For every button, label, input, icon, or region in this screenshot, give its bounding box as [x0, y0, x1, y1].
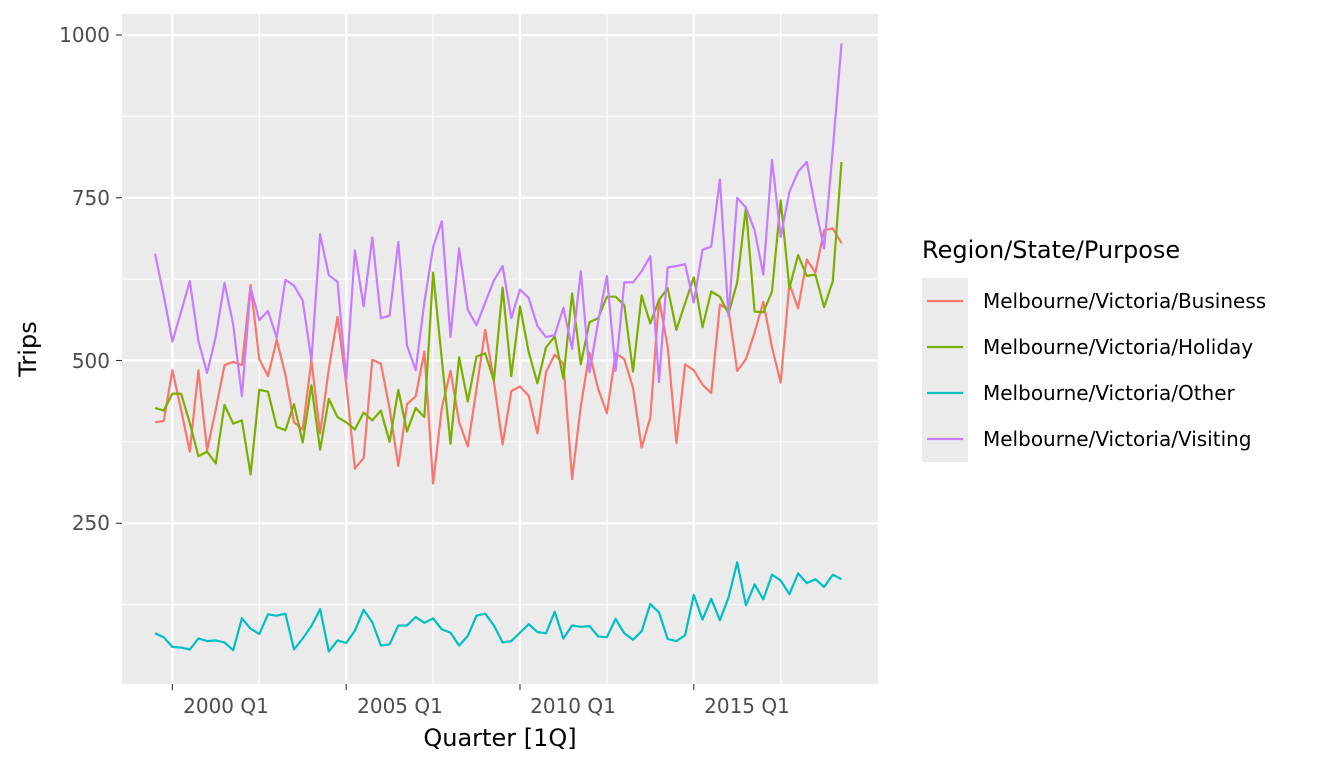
- y-tick-label: 500: [72, 349, 110, 373]
- legend-label-other: Melbourne/Victoria/Other: [983, 381, 1236, 405]
- major-grid: [122, 14, 878, 684]
- y-tick-label: 250: [72, 511, 110, 535]
- x-tick-label: 2000 Q1: [183, 694, 269, 718]
- plot-panel: [122, 14, 878, 684]
- legend-label-visiting: Melbourne/Victoria/Visiting: [983, 427, 1252, 451]
- y-tick-label: 1000: [59, 23, 110, 47]
- y-tick-label: 750: [72, 186, 110, 210]
- legend-label-business: Melbourne/Victoria/Business: [983, 289, 1266, 313]
- legend: Region/State/Purpose Melbourne/Victoria/…: [922, 236, 1266, 462]
- legend-key-background: [922, 278, 968, 462]
- series-line-visiting: [153, 43, 843, 398]
- x-axis-title: Quarter [1Q]: [423, 724, 576, 752]
- legend-label-holiday: Melbourne/Victoria/Holiday: [983, 335, 1253, 359]
- axis-layer: 250 500 750 1000 2000 Q1 2005 Q1 2010 Q1…: [14, 23, 790, 752]
- x-tick-label: 2010 Q1: [530, 694, 616, 718]
- legend-title: Region/State/Purpose: [922, 236, 1180, 264]
- series-layer: [153, 43, 843, 653]
- series-line-other: [154, 561, 843, 653]
- x-tick-label: 2005 Q1: [357, 694, 443, 718]
- x-tick-label: 2015 Q1: [704, 694, 790, 718]
- y-axis-title: Trips: [14, 321, 42, 377]
